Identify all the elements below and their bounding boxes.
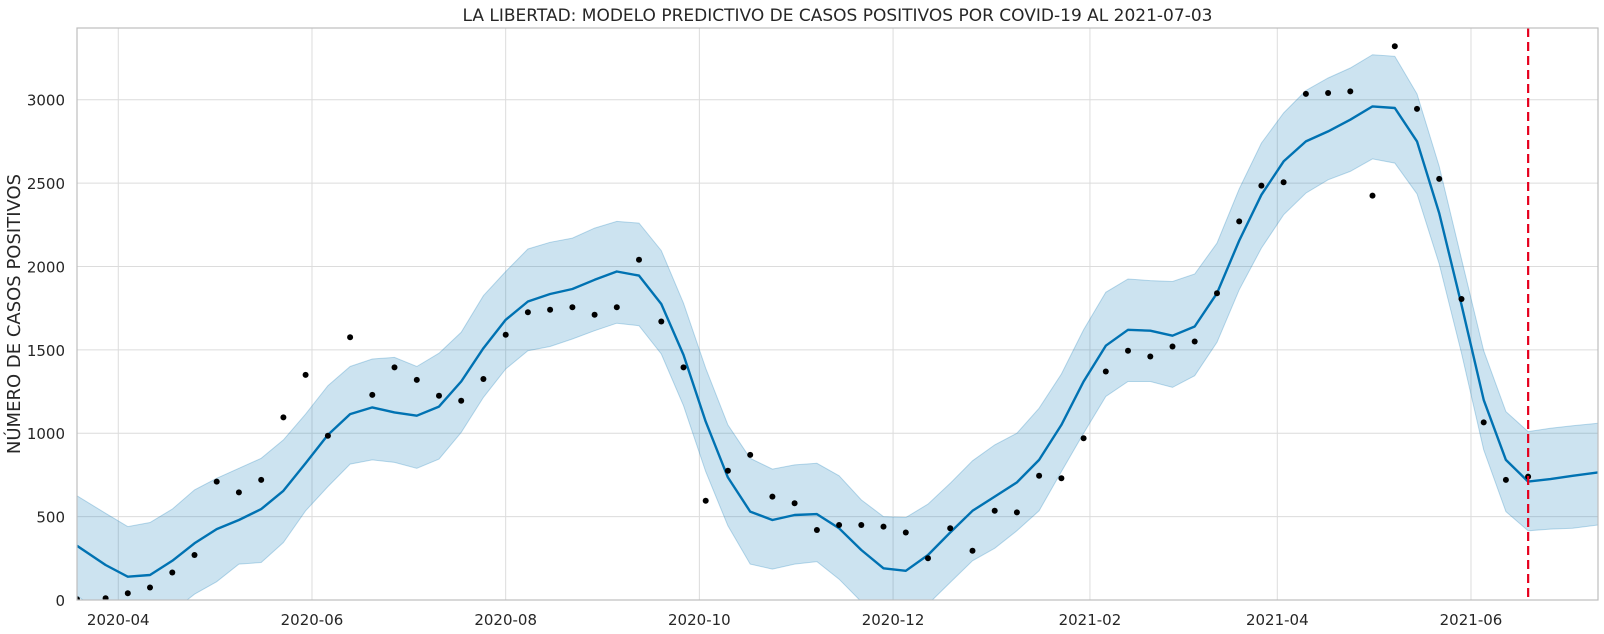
y-axis-ticks: 0 500 1000 1500 2000 2500 3000 <box>27 92 65 610</box>
observed-point <box>858 522 865 528</box>
observed-point <box>836 522 843 528</box>
x-tick-label: 2020-04 <box>87 611 150 629</box>
chart-title: LA LIBERTAD: MODELO PREDICTIVO DE CASOS … <box>463 6 1213 26</box>
observed-point <box>391 364 398 371</box>
x-tick-label: 2021-02 <box>1059 611 1122 629</box>
observed-point <box>1391 43 1398 50</box>
plot-area <box>77 28 1598 600</box>
observed-point <box>925 555 931 562</box>
observed-point <box>1236 218 1243 225</box>
observed-point <box>1369 192 1376 199</box>
observed-point <box>480 376 487 382</box>
observed-point <box>1013 509 1020 516</box>
y-tick-label: 0 <box>55 592 65 610</box>
y-tick-label: 3000 <box>27 92 65 110</box>
observed-point <box>1169 343 1176 350</box>
observed-point <box>169 569 176 576</box>
observed-point <box>1125 347 1131 354</box>
observed-point <box>235 489 242 496</box>
y-tick-label: 2000 <box>27 258 65 276</box>
observed-point <box>458 397 465 404</box>
observed-point <box>1036 472 1043 479</box>
x-tick-label: 2021-04 <box>1246 611 1309 629</box>
observed-point <box>680 364 687 371</box>
observed-point <box>724 467 731 474</box>
x-tick-label: 2021-06 <box>1440 611 1503 629</box>
x-tick-label: 2020-08 <box>474 611 537 629</box>
observed-point <box>77 596 80 600</box>
observed-point <box>1325 90 1332 96</box>
observed-point <box>347 334 354 341</box>
observed-point <box>636 256 642 263</box>
observed-point <box>1258 182 1265 189</box>
observed-point <box>1414 105 1420 112</box>
observed-point <box>791 500 798 507</box>
observed-point <box>569 304 576 311</box>
observed-point <box>1436 175 1443 182</box>
observed-point <box>524 309 531 316</box>
observed-point <box>1458 296 1465 302</box>
observed-point <box>591 311 598 318</box>
observed-point <box>1214 290 1220 297</box>
observed-point <box>902 529 909 536</box>
observed-point <box>280 414 287 421</box>
y-tick-label: 1500 <box>27 342 65 360</box>
observed-point <box>1080 435 1087 442</box>
y-tick-label: 2500 <box>27 175 65 193</box>
observed-point <box>124 590 131 597</box>
observed-point <box>436 392 442 399</box>
observed-point <box>747 451 754 458</box>
forecast-line <box>77 105 1598 578</box>
observed-point <box>258 476 265 483</box>
observed-point <box>1191 338 1198 345</box>
observed-point <box>1480 419 1487 426</box>
observed-point <box>102 595 109 600</box>
observed-point <box>658 318 665 325</box>
y-tick-label: 1000 <box>27 425 65 443</box>
observed-point <box>302 371 309 378</box>
observed-point <box>769 493 776 500</box>
observed-point <box>547 306 554 313</box>
observed-point <box>1147 353 1154 360</box>
observed-point <box>413 376 420 383</box>
y-tick-label: 500 <box>36 509 65 527</box>
x-tick-label: 2020-10 <box>668 611 731 629</box>
observed-point <box>147 584 153 591</box>
uncertainty-band <box>77 54 1598 600</box>
x-axis-ticks: 2020-04 2020-06 2020-08 2020-10 2020-12 2021-… <box>87 611 1502 629</box>
observed-point <box>502 331 509 338</box>
observed-point <box>947 525 954 532</box>
observed-point <box>880 523 887 530</box>
x-tick-label: 2020-06 <box>281 611 344 629</box>
observed-point <box>369 391 376 398</box>
observed-point <box>213 478 220 485</box>
observed-point <box>1280 179 1287 186</box>
observed-point <box>191 552 198 558</box>
observed-point <box>1302 90 1309 97</box>
observed-point <box>613 304 620 311</box>
y-axis-label: NÚMERO DE CASOS POSITIVOS <box>3 174 25 454</box>
observed-point <box>1502 476 1509 483</box>
observed-point <box>1058 475 1065 482</box>
observed-point <box>702 497 709 504</box>
observed-point <box>813 527 820 533</box>
observed-point <box>324 432 331 439</box>
observed-point <box>1102 368 1109 375</box>
plot-frame <box>76 27 1599 601</box>
observed-point <box>1347 88 1354 95</box>
observed-point <box>969 547 976 554</box>
observed-point <box>991 507 998 514</box>
x-tick-label: 2020-12 <box>862 611 925 629</box>
